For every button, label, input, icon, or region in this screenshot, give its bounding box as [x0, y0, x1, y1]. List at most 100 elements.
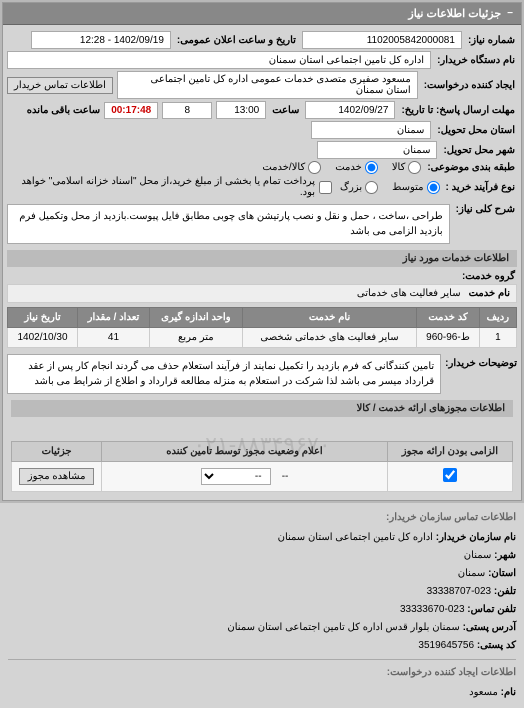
th-row: ردیف — [479, 308, 516, 328]
services-header: اطلاعات خدمات مورد نیاز — [7, 250, 517, 267]
view-cert-button[interactable]: مشاهده مجوز — [19, 468, 95, 485]
notes-label: توضیحات خریدار: — [445, 354, 517, 369]
process-opt-big[interactable]: بزرگ — [340, 181, 378, 194]
panel-header[interactable]: − جزئیات اطلاعات نیاز — [3, 3, 521, 25]
th-qty: تعداد / مقدار — [78, 308, 150, 328]
budget-opt-both[interactable]: کالا/خدمت — [262, 161, 321, 174]
creator-contact-header: اطلاعات ایجاد کننده درخواست: — [8, 664, 516, 682]
city-label: شهر: — [494, 550, 516, 561]
delivery-city: سمنان — [317, 141, 437, 159]
countdown-days: 8 — [162, 102, 212, 119]
delivery-state: سمنان — [311, 121, 431, 139]
buyer-name-label: نام دستگاه خریدار: — [435, 55, 517, 66]
buyer-contact-button[interactable]: اطلاعات تماس خریدار — [7, 77, 113, 94]
cert-status-cell: -- -- — [102, 462, 388, 492]
svc-group-row: نام خدمت سایر فعالیت های خدماتی — [7, 284, 517, 303]
req-no-value: 1102005842000081 — [302, 31, 462, 49]
radio-both[interactable] — [308, 161, 321, 174]
td-row: 1 — [479, 328, 516, 348]
process-opt-med[interactable]: متوسط — [392, 181, 439, 194]
need-details-panel: − جزئیات اطلاعات نیاز شماره نیاز: 110200… — [2, 2, 522, 501]
table-row: 1 ط-96-960 سایر فعالیت های خدماتی شخصی م… — [8, 328, 517, 348]
cert-dash1: -- — [282, 471, 289, 482]
countdown: 8 00:17:48 ساعت باقی مانده — [27, 102, 212, 119]
org-value: اداره کل تامین اجتماعی استان سمنان — [278, 532, 433, 543]
budget-opt-kala[interactable]: کالا — [392, 161, 422, 174]
panel-title: جزئیات اطلاعات نیاز — [408, 7, 501, 20]
creator-name-label: نام: — [501, 687, 516, 698]
cert-th1: الزامی بودن ارائه مجوز — [387, 442, 512, 462]
payment-checkbox-row[interactable]: پرداخت تمام یا بخشی از مبلغ خرید،از محل … — [7, 176, 332, 198]
buyer-contact-section: اطلاعات تماس سازمان خریدار: نام سازمان خ… — [0, 503, 524, 708]
th-name: نام خدمت — [242, 308, 417, 328]
cert-mandatory-checkbox[interactable] — [443, 468, 457, 482]
collapse-icon: − — [507, 8, 513, 19]
process-label: نوع فرآیند خرید : — [444, 182, 517, 193]
cert-th3: جزئیات — [12, 442, 102, 462]
cert-row: -- -- مشاهده مجوز — [12, 462, 513, 492]
radio-med[interactable] — [427, 181, 440, 194]
contact-header: اطلاعات تماس سازمان خریدار: — [8, 509, 516, 527]
deadline-hour: 13:00 — [216, 101, 266, 119]
delivery-city-label: شهر محل تحویل: — [441, 145, 517, 156]
req-no-label: شماره نیاز: — [466, 35, 517, 46]
svc-group-label: گروه خدمت: — [460, 271, 517, 282]
cert-mandatory-cell — [387, 462, 512, 492]
td-date: 1402/10/30 — [8, 328, 78, 348]
cert-header: اطلاعات مجوزهای ارائه خدمت / کالا — [11, 400, 513, 417]
org-label: نام سازمان خریدار: — [436, 532, 516, 543]
deadline-label: مهلت ارسال پاسخ: تا تاریخ: — [399, 105, 517, 116]
services-table: ردیف کد خدمت نام خدمت واحد اندازه گیری ت… — [7, 307, 517, 348]
addr-label: آدرس پستی: — [463, 622, 516, 633]
cert-header-row: الزامی بودن ارائه مجوز اعلام وضعیت مجوز … — [12, 442, 513, 462]
deadline-date: 1402/09/27 — [305, 101, 395, 119]
td-qty: 41 — [78, 328, 150, 348]
radio-big[interactable] — [365, 181, 378, 194]
zip-value: 3519645756 — [418, 640, 474, 651]
td-name: سایر فعالیت های خدماتی شخصی — [242, 328, 417, 348]
creator-name-value: مسعود — [469, 687, 498, 698]
notes-text: تامین کنندگانی که فرم بازدید را تکمیل نم… — [7, 354, 441, 394]
budget-radio-group: کالا خدمت کالا/خدمت — [262, 161, 421, 174]
cert-section: اطلاعات مجوزهای ارائه خدمت / کالا ۰۲۱-۸۸… — [7, 394, 517, 496]
th-code: کد خدمت — [417, 308, 479, 328]
public-date-value: 1402/09/19 - 12:28 — [31, 31, 171, 49]
radio-kala[interactable] — [408, 161, 421, 174]
th-date: تاریخ نیاز — [8, 308, 78, 328]
tel-value: 023-33338707 — [427, 586, 492, 597]
svc-group-value: سایر فعالیت های خدماتی — [357, 288, 461, 299]
desc-label: شرح کلی نیاز: — [454, 204, 517, 215]
th-unit: واحد اندازه گیری — [149, 308, 242, 328]
payment-note: پرداخت تمام یا بخشی از مبلغ خرید،از محل … — [7, 176, 315, 198]
tel-label: تلفن: — [494, 586, 516, 597]
state-label: استان: — [488, 568, 516, 579]
remaining-label: ساعت باقی مانده — [27, 105, 100, 116]
cert-details-cell: مشاهده مجوز — [12, 462, 102, 492]
td-unit: متر مربع — [149, 328, 242, 348]
budget-opt-khedmat[interactable]: خدمت — [335, 161, 378, 174]
cert-status-select[interactable]: -- — [201, 468, 271, 485]
buyer-name-value: اداره کل تامین اجتماعی استان سمنان — [7, 51, 431, 69]
panel-body: شماره نیاز: 1102005842000081 تاریخ و ساع… — [3, 25, 521, 500]
countdown-time: 00:17:48 — [104, 102, 158, 119]
fax-value: 023-33333670 — [400, 604, 465, 615]
creator-label: ایجاد کننده درخواست: — [422, 80, 517, 91]
cert-table: الزامی بودن ارائه مجوز اعلام وضعیت مجوز … — [11, 441, 513, 492]
budget-label: طبقه بندی موضوعی: — [425, 162, 517, 173]
city-value: سمنان — [464, 550, 492, 561]
public-date-label: تاریخ و ساعت اعلان عمومی: — [175, 35, 298, 46]
delivery-state-label: استان محل تحویل: — [435, 125, 517, 136]
fax-label: تلفن تماس: — [467, 604, 516, 615]
svc-name-hdr: نام خدمت — [469, 288, 510, 299]
td-code: ط-96-960 — [417, 328, 479, 348]
creator-value: مسعود صفیری متصدی خدمات عمومی اداره کل ت… — [117, 71, 418, 99]
cert-th2: اعلام وضعیت مجوز توسط تامین کننده — [102, 442, 388, 462]
zip-label: کد پستی: — [477, 640, 516, 651]
addr-value: سمنان بلوار قدس اداره کل تامین اجتماعی ا… — [227, 622, 459, 633]
radio-khedmat[interactable] — [365, 161, 378, 174]
process-radio-group: متوسط بزرگ — [340, 181, 440, 194]
desc-text: طراحی ،ساخت ، حمل و نقل و نصب پارتیشن ها… — [7, 204, 450, 244]
payment-checkbox[interactable] — [319, 181, 332, 194]
separator — [8, 659, 516, 660]
table-header-row: ردیف کد خدمت نام خدمت واحد اندازه گیری ت… — [8, 308, 517, 328]
